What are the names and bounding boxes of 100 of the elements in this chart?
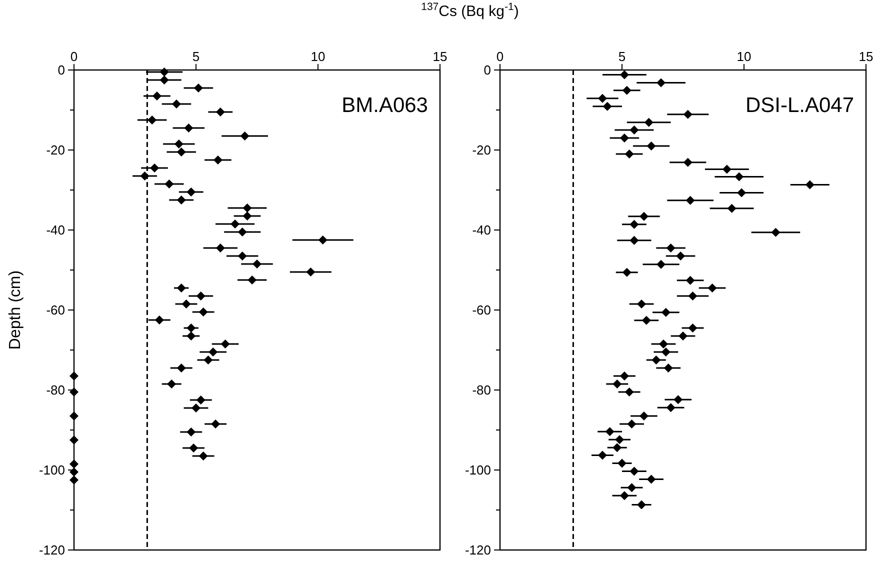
point: [140, 172, 150, 180]
point: [176, 148, 186, 156]
point: [174, 140, 184, 148]
x-axis-title: $^{137}$Cs (Bq kg$^{-1}$): [421, 1, 519, 20]
point: [318, 236, 328, 244]
point: [167, 380, 176, 388]
point: [624, 388, 634, 396]
point: [198, 308, 208, 316]
y-tick-label: -100: [38, 462, 65, 478]
point: [639, 412, 648, 420]
y-tick-label: -40: [46, 222, 65, 238]
point: [805, 180, 814, 190]
x-tick-label: 5: [618, 49, 626, 64]
point: [182, 300, 191, 308]
point: [186, 428, 196, 436]
point: [240, 132, 250, 140]
y-tick-label: 0: [484, 62, 491, 78]
point: [598, 450, 607, 460]
point: [189, 444, 198, 452]
point: [676, 252, 686, 260]
point: [216, 108, 225, 116]
point: [176, 196, 186, 204]
x-tick-label: 5: [192, 49, 200, 64]
y-tick-label: -20: [472, 142, 491, 158]
point: [194, 84, 203, 92]
point: [184, 124, 194, 132]
point: [639, 212, 648, 221]
point: [627, 483, 636, 492]
point: [208, 348, 218, 356]
point: [620, 134, 629, 142]
point: [686, 196, 695, 205]
point: [666, 403, 676, 412]
point: [664, 364, 673, 372]
point: [683, 110, 692, 119]
point: [661, 308, 670, 317]
x-tick-label: 0: [496, 49, 504, 64]
point: [622, 268, 632, 277]
point: [771, 228, 780, 237]
point: [186, 188, 196, 196]
point: [644, 118, 654, 127]
y-tick-label: -40: [472, 222, 491, 238]
point: [620, 70, 629, 80]
y-tick-label: 0: [58, 62, 65, 78]
point: [238, 252, 247, 260]
annotation: DSI-L.A047: [745, 94, 854, 117]
point: [602, 102, 612, 111]
point: [722, 164, 732, 174]
point: [615, 435, 624, 444]
point: [154, 316, 164, 324]
y-axis-title: Depth (cm): [7, 270, 24, 350]
point: [627, 420, 636, 428]
point: [637, 300, 646, 308]
point: [620, 372, 629, 380]
point: [196, 292, 206, 300]
point: [605, 427, 614, 436]
point: [678, 332, 688, 340]
point: [637, 500, 646, 510]
y-tick-label: -120: [464, 542, 491, 558]
point: [164, 180, 174, 188]
point: [242, 204, 252, 212]
point: [248, 276, 257, 284]
point: [306, 268, 316, 276]
point: [666, 244, 676, 252]
point: [186, 324, 196, 332]
point: [152, 92, 162, 100]
point: [656, 260, 666, 269]
point: [656, 78, 666, 88]
point: [216, 244, 225, 252]
point: [172, 100, 181, 108]
point: [252, 260, 262, 268]
y-tick-label: -60: [472, 302, 491, 318]
point: [176, 364, 186, 372]
point: [148, 116, 157, 124]
y-tick-label: -100: [464, 462, 491, 478]
point: [734, 172, 744, 182]
point: [618, 458, 626, 468]
point: [674, 395, 683, 404]
point: [727, 204, 736, 213]
y-tick-label: -80: [472, 382, 491, 398]
point: [238, 228, 247, 236]
point: [630, 126, 639, 134]
y-tick-label: -60: [46, 302, 65, 318]
point: [213, 156, 222, 164]
point: [220, 340, 230, 348]
x-tick-label: 15: [858, 49, 874, 64]
point: [186, 332, 196, 340]
point: [708, 284, 717, 292]
point: [160, 76, 169, 84]
point: [652, 356, 661, 364]
point: [204, 356, 213, 364]
point: [688, 324, 698, 332]
point: [646, 474, 656, 484]
y-tick-label: -120: [38, 542, 65, 558]
point: [630, 236, 639, 245]
point: [196, 396, 206, 404]
point: [737, 188, 746, 198]
point: [192, 404, 200, 412]
point: [688, 292, 698, 300]
point: [620, 491, 629, 500]
annotation: BM.A063: [342, 94, 428, 117]
